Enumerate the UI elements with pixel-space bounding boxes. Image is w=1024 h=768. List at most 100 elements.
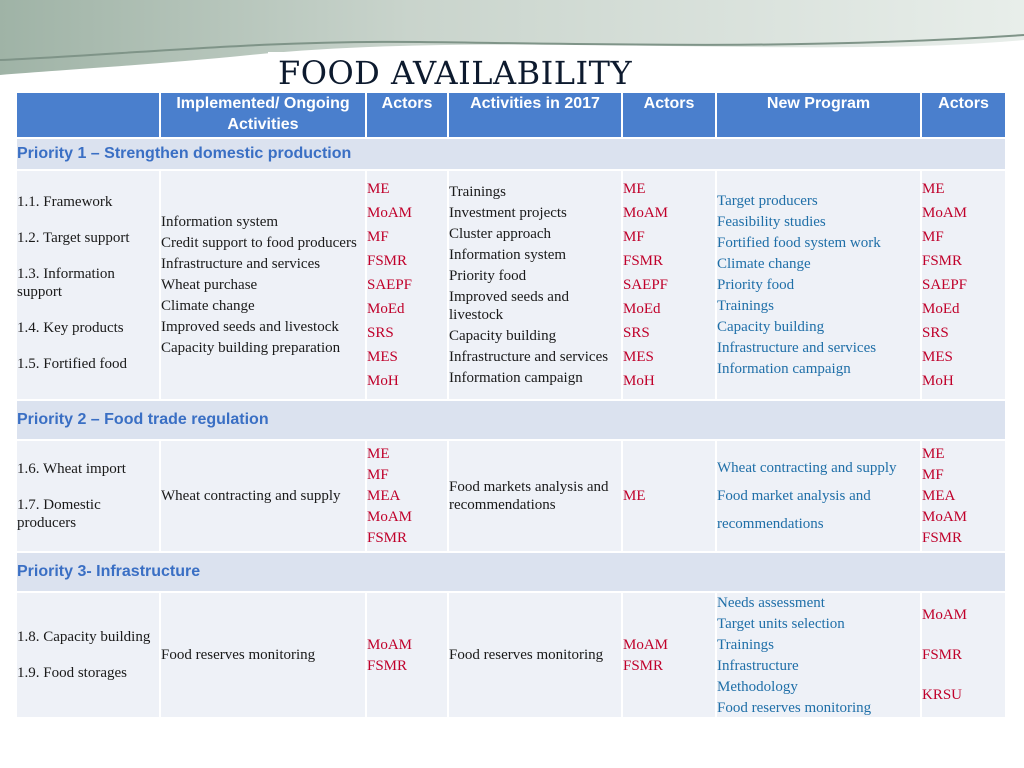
section-2-row: 1.6. Wheat import 1.7. Domestic producer… [17,441,1007,553]
header-actors-1: Actors [367,93,449,139]
actor-item: MoEd [623,301,661,317]
goals-cell: 1.1. Framework 1.2. Target support 1.3. … [17,171,161,401]
actor-item: SRS [922,325,949,341]
ongoing-item: Wheat contracting and supply [161,488,341,504]
program-item: Information campaign [717,361,851,377]
ongoing-item: Improved seeds and livestock [161,319,339,335]
program-item: Fortified food system work [717,235,881,251]
activity-item: Investment projects [449,205,567,221]
program-item: Food reserves monitoring [717,699,872,716]
program-item: Food market analysis and recommendations [717,488,871,532]
goals-cell: 1.8. Capacity building 1.9. Food storage… [17,593,161,719]
program-item: Infrastructure [717,657,799,674]
actor-item: SRS [623,325,650,341]
goal-item: 1.4. Key products [17,320,124,336]
actor-item: FSMR [367,657,408,674]
actor-item: MoAM [623,636,669,653]
ongoing-cell: Information system Credit support to foo… [161,171,367,401]
actor-item: MF [367,229,389,245]
header-ongoing: Implemented/ Ongoing Activities [161,93,367,139]
program-item: Trainings [717,298,774,314]
actor-item: SAEPF [623,277,669,293]
program-item: Wheat contracting and supply [717,460,897,476]
actor-item: FSMR [922,253,963,269]
ongoing-cell: Food reserves monitoring [161,593,367,719]
actor-item: SRS [367,325,394,341]
food-availability-table: Implemented/ Ongoing Activities Actors A… [17,93,1007,719]
header-actors-2: Actors [623,93,717,139]
new-program-cell: Needs assessment Target units selection … [717,593,922,719]
new-program-cell: Wheat contracting and supply Food market… [717,441,922,553]
actor-item: ME [367,446,390,462]
activities-2017-cell: Trainings Investment projects Cluster ap… [449,171,623,401]
goal-item: 1.2. Target support [17,230,130,246]
actor-item: MoEd [922,301,960,317]
actors-cell: MoAM FSMR [367,593,449,719]
goal-item: 1.8. Capacity building [17,629,151,645]
actor-item: ME [367,181,390,197]
program-item: Target units selection [717,615,845,632]
header-activities-2017: Activities in 2017 [449,93,623,139]
actor-item: MF [367,467,389,483]
activities-2017-cell: Food reserves monitoring [449,593,623,719]
goal-item: 1.6. Wheat import [17,461,126,477]
goal-item: 1.7. Domestic producers [17,497,101,531]
actors-cell: MoAM FSMR [623,593,717,719]
activity-item: Improved seeds and livestock [449,289,569,323]
actor-item: FSMR [367,530,408,546]
actor-item: MES [623,349,654,365]
actor-item: MoH [623,373,655,389]
actor-item: MF [922,229,944,245]
program-item: Methodology [717,678,798,695]
program-item: Target producers [717,193,818,209]
activity-item: Capacity building [449,328,557,344]
program-item: Trainings [717,636,774,653]
actor-item: MEA [367,488,401,504]
actor-item: MF [922,467,944,483]
priority-3-label: Priority 3- Infrastructure [17,553,1007,593]
actor-item: FSMR [922,530,963,546]
goal-item: 1.5. Fortified food [17,356,127,372]
actor-item: ME [922,446,945,462]
actor-item: MES [367,349,398,365]
actor-item: ME [922,181,945,197]
actor-item: ME [623,488,646,504]
header-row: Implemented/ Ongoing Activities Actors A… [17,93,1007,139]
program-item: Priority food [717,277,795,293]
goals-cell: 1.6. Wheat import 1.7. Domestic producer… [17,441,161,553]
ongoing-item: Infrastructure and services [161,256,321,272]
actor-item: MoAM [367,205,413,221]
goal-item: 1.3. Information support [17,266,115,300]
actors-cell: ME MoAM MF FSMR SAEPF MoEd SRS MES MoH [922,171,1007,401]
actor-item: ME [623,181,646,197]
actor-item: MoH [367,373,399,389]
actor-item: MoAM [367,509,413,525]
activity-item: Trainings [449,184,506,200]
priority-1-label: Priority 1 – Strengthen domestic product… [17,139,1007,171]
actor-item: MES [922,349,953,365]
ongoing-item: Capacity building preparation [161,340,341,356]
actor-item: MoH [922,373,954,389]
actor-item: SAEPF [922,277,968,293]
header-goal [17,93,161,139]
header-wave-decoration [0,0,1024,75]
activity-item: Priority food [449,268,527,284]
actor-item: KRSU [922,687,963,703]
program-item: Infrastructure and services [717,340,877,356]
activity-item: Food reserves monitoring [449,647,604,663]
program-item: Climate change [717,256,811,272]
ongoing-item: Food reserves monitoring [161,647,316,663]
program-item: Needs assessment [717,594,825,611]
priority-2-label: Priority 2 – Food trade regulation [17,401,1007,441]
goal-item: 1.1. Framework [17,194,113,210]
header-actors-3: Actors [922,93,1007,139]
actors-cell: MoAM FSMR KRSU [922,593,1007,719]
actors-cell: ME MF MEA MoAM FSMR [367,441,449,553]
ongoing-item: Climate change [161,298,255,314]
actor-item: MoAM [922,205,968,221]
actors-cell: ME MoAM MF FSMR SAEPF MoEd SRS MES MoH [623,171,717,401]
program-item: Feasibility studies [717,214,826,230]
ongoing-item: Information system [161,214,279,230]
activity-item: Information campaign [449,370,583,386]
actor-item: SAEPF [367,277,413,293]
